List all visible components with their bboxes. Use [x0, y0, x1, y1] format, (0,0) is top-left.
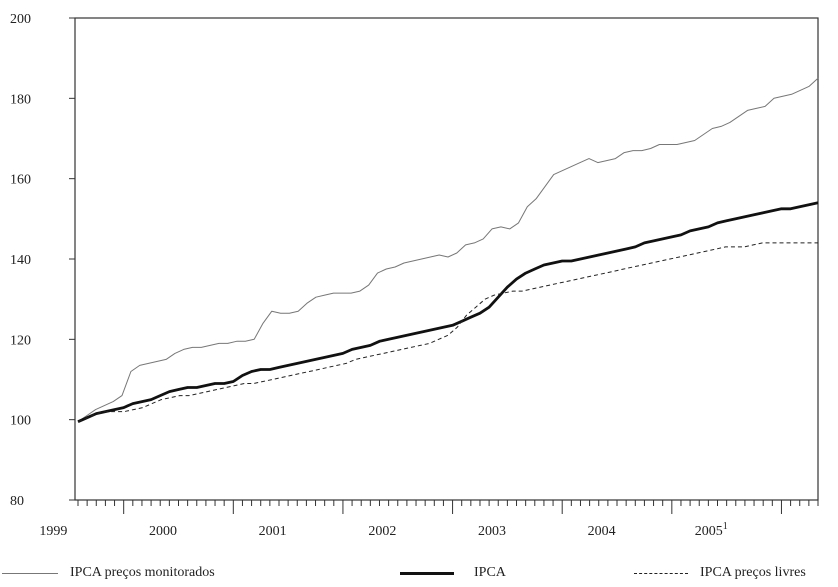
y-tick-label: 120	[10, 333, 31, 348]
legend-swatch-thick-line	[400, 571, 454, 575]
x-year-label: 2001	[259, 524, 287, 539]
series-line-dashed	[77, 242, 818, 423]
legend: IPCA preços monitorados IPCA IPCA preços…	[0, 562, 838, 587]
plot-frame	[74, 17, 819, 501]
legend-label-ipca: IPCA	[474, 565, 506, 580]
y-tick-label: 100	[10, 414, 31, 429]
x-year-label: 20051	[695, 521, 728, 539]
legend-item-monitorados: IPCA preços monitorados	[2, 562, 215, 584]
y-tick-label: 160	[10, 173, 31, 188]
legend-label-monitorados: IPCA preços monitorados	[70, 565, 215, 580]
x-year-label: 1999	[39, 524, 67, 539]
chart-svg: 80 100 120 140 160 180 200 1999 2000 2001 2002 2003…	[10, 12, 819, 539]
legend-label-livres: IPCA preços livres	[700, 565, 806, 580]
series-layer	[77, 77, 819, 423]
legend-item-ipca: IPCA	[400, 562, 506, 584]
x-year-label: 2003	[478, 524, 506, 539]
legend-swatch-thin-line	[2, 572, 58, 574]
x-year-label: 2000	[149, 524, 177, 539]
x-year-label: 2002	[368, 524, 396, 539]
y-tick-label: 140	[10, 253, 31, 268]
legend-item-livres: IPCA preços livres	[634, 562, 806, 584]
y-tick-label: 200	[10, 12, 31, 27]
x-year-label-superscript: 1	[723, 521, 728, 532]
y-tick-label: 80	[10, 494, 24, 509]
legend-swatch-dashed-line	[634, 572, 688, 574]
series-line-thin	[77, 77, 819, 423]
x-year-label: 2004	[588, 524, 616, 539]
series-line-thick	[77, 201, 819, 423]
axes: 80 100 120 140 160 180 200 1999 2000 2001 2002 2003…	[10, 12, 819, 539]
y-tick-label: 180	[10, 92, 31, 107]
